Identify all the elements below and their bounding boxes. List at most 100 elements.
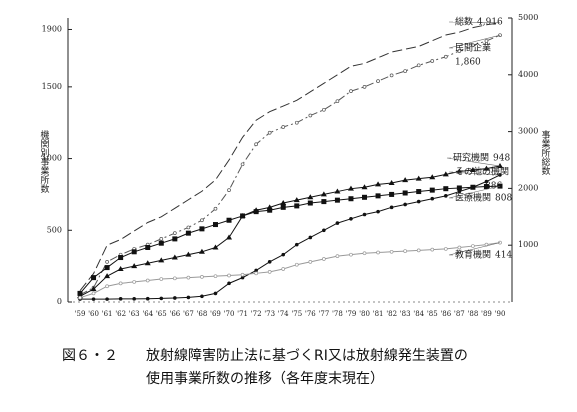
marker [402,190,408,196]
marker [416,248,421,253]
marker [456,185,462,191]
marker [253,209,259,215]
marker [254,268,258,273]
marker [322,228,326,233]
marker [483,184,489,190]
marker [403,202,407,207]
marker [186,225,191,230]
x-tick-label: '71 [237,310,248,318]
leader-line [448,34,501,49]
marker [443,247,448,251]
marker [349,252,353,257]
series-name: その他の機関 [455,166,509,178]
marker [159,237,164,241]
y-tick-label: 1500 [42,82,62,91]
marker [376,250,380,255]
marker [118,297,123,301]
x-tick-label: '60 [88,310,99,318]
marker [443,54,448,59]
marker [212,222,218,228]
marker [240,272,245,277]
marker [158,257,165,263]
marker [240,162,245,167]
x-tick-label: '79 [346,310,357,318]
marker [389,73,394,78]
marker [213,274,218,279]
series-line [79,22,501,291]
y-tick-label: 1000 [42,154,62,163]
series-name: 医療機関 [455,192,491,204]
marker [267,130,272,135]
marker [416,63,421,68]
marker [132,280,137,284]
x-tick-label: '80 [359,310,370,318]
marker [77,290,83,296]
value-label: 4,916 [477,18,503,28]
marker [281,267,286,271]
marker [200,218,204,223]
x-tick-label: '88 [467,310,478,318]
marker [349,89,353,94]
x-tick-label: '83 [400,310,411,318]
x-tick-label: '74 [278,310,289,318]
x-tick-label: '87 [454,310,465,318]
marker [307,200,313,206]
value-label: 948 [493,154,510,164]
x-tick-label: '62 [115,310,126,318]
marker [362,212,367,217]
marker [442,171,449,177]
marker [172,231,177,236]
marker [308,259,313,264]
marker [294,242,299,247]
y2-tick-label: 2000 [518,183,538,192]
marker [172,276,177,281]
marker [361,184,368,190]
marker [294,262,299,267]
leader-line [448,185,501,199]
x-tick-label: '86 [440,310,451,318]
x-tick-label: '70 [224,310,235,318]
x-tick-label: '63 [129,310,140,318]
marker [91,291,96,296]
y2-axis-label: 事業所総数 [540,129,551,176]
marker [293,197,300,203]
marker [185,230,191,236]
marker [280,204,286,210]
marker [90,286,97,292]
marker [403,69,408,73]
marker [348,196,354,202]
series-line [79,185,501,294]
series-name: 総数 [455,16,473,28]
marker [171,254,178,260]
y-tick-label: 0 [57,297,62,306]
marker [415,175,422,181]
marker [308,235,313,240]
x-tick-label: '85 [427,310,438,318]
y2-tick-label: 3000 [518,127,538,136]
marker [334,197,340,203]
marker [213,206,218,211]
marker [281,252,286,257]
marker [335,221,340,225]
y2-tick-label: 1000 [518,240,538,249]
marker [430,247,435,252]
marker [144,260,151,266]
marker [322,257,326,261]
marker [430,196,435,201]
marker [131,263,138,269]
marker [388,179,395,185]
marker [403,249,408,253]
x-tick-label: '76 [305,310,316,318]
marker [443,186,449,192]
y2-tick-label: 5000 [518,13,538,22]
marker [267,260,272,264]
marker [213,291,218,296]
marker [105,259,109,264]
value-label: 808 [495,194,512,204]
marker [104,273,111,279]
series-line [79,165,501,297]
y-tick-label: 1900 [42,24,62,33]
marker [429,174,436,180]
marker [145,244,151,250]
